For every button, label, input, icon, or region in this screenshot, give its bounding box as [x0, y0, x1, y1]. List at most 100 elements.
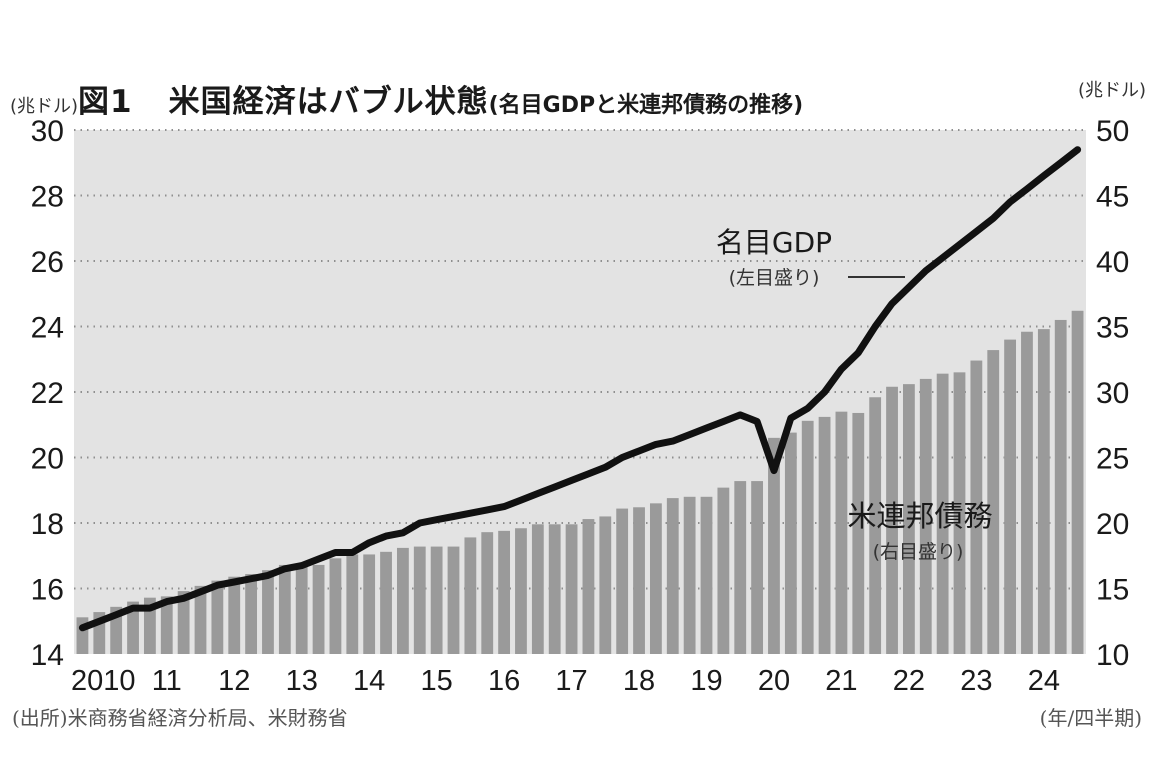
axes: 30 28 26 24 22 20 18 16 14 50 45 40 35 30 25 20 15 10 2010…	[31, 115, 1130, 697]
left-tick-label: 16	[31, 574, 64, 607]
debt-bar	[464, 537, 477, 654]
left-tick-label: 30	[31, 115, 64, 148]
x-tick-label: 13	[286, 665, 318, 697]
gdp-point	[772, 469, 776, 472]
gdp-point	[1025, 187, 1029, 191]
left-axis-unit: (兆ドル)	[10, 96, 79, 117]
gdp-point	[216, 584, 219, 587]
debt-bar	[902, 384, 915, 654]
right-tick-label: 25	[1096, 443, 1129, 476]
gdp-point	[81, 626, 84, 629]
debt-bar	[768, 437, 780, 654]
debt-bar	[801, 420, 814, 654]
debt-bar	[869, 397, 882, 654]
x-tick-label: 14	[353, 665, 385, 697]
gdp-point	[992, 217, 995, 220]
gdp-point	[165, 600, 168, 603]
annotations: 名目GDP (左目盛り) 米連邦債務 (右目盛り)	[716, 226, 993, 563]
right-tick-label: 50	[1096, 115, 1129, 148]
gdp-point	[975, 230, 978, 233]
gdp-point	[519, 498, 523, 502]
gdp-point	[941, 256, 944, 259]
debt-bar	[835, 411, 848, 654]
right-tick-label: 10	[1096, 639, 1129, 672]
debt-bar	[633, 507, 645, 654]
gdp-point	[789, 417, 793, 420]
gdp-point	[131, 606, 135, 610]
gdp-point	[249, 577, 253, 580]
gdp-point	[688, 433, 691, 436]
debt-bar	[160, 596, 173, 654]
gdp-point	[266, 574, 270, 577]
gdp-point	[873, 325, 877, 328]
right-tick-label: 45	[1096, 181, 1129, 214]
gdp-point	[705, 426, 708, 430]
gdp-point	[502, 505, 506, 508]
gdp-point	[536, 492, 540, 495]
debt-bar	[110, 606, 123, 654]
gdp-point	[435, 518, 438, 521]
gdp-point	[924, 269, 927, 273]
gdp-point	[1042, 174, 1046, 178]
gdp-point	[755, 420, 759, 423]
debt-bar	[987, 350, 1000, 654]
debt-bar	[1071, 310, 1084, 654]
debt-bar	[430, 546, 443, 654]
debt-bar	[498, 530, 511, 654]
source-note: (出所)米商務省経済分析局、米財務省	[12, 706, 348, 730]
gdp-point	[469, 511, 472, 515]
gdp-point	[637, 449, 641, 453]
gdp-line-group	[78, 146, 1082, 632]
x-tick-label: 16	[488, 665, 520, 697]
debt-bar	[953, 372, 966, 654]
x-tick-label: 18	[623, 665, 655, 697]
debt-bar	[211, 580, 224, 654]
gdp-point	[401, 531, 405, 535]
debt-bar	[380, 551, 392, 654]
chart-title: 米国経済はバブル状態	[168, 84, 489, 120]
figure-label: 図1	[78, 84, 133, 120]
right-tick-label: 30	[1096, 377, 1129, 410]
debt-bar	[970, 360, 983, 654]
gdp-annotation-note: (左目盛り)	[729, 267, 820, 289]
debt-bar	[396, 547, 409, 654]
debt-bar	[413, 546, 426, 654]
right-axis-unit: (兆ドル)	[1077, 80, 1146, 101]
gdp-point	[654, 443, 658, 446]
x-tick-label: 2010	[71, 665, 136, 697]
debt-bar	[700, 496, 713, 654]
gdp-point	[857, 351, 860, 354]
debt-bar	[127, 601, 139, 654]
debt-bar	[751, 481, 764, 654]
x-tick-label: 15	[421, 665, 453, 697]
x-tick-label: 19	[690, 665, 722, 697]
x-tick-label: 24	[1028, 665, 1060, 697]
gdp-point	[182, 597, 185, 600]
gdp-point	[283, 567, 287, 571]
gdp-point	[907, 286, 911, 289]
debt-annotation-label: 米連邦債務	[847, 499, 992, 533]
debt-bar	[565, 524, 578, 654]
x-tick-label: 22	[893, 665, 925, 697]
debt-bar	[312, 564, 325, 654]
debt-bar	[481, 532, 494, 654]
debt-bar	[683, 496, 696, 654]
debt-bar	[93, 612, 106, 654]
left-tick-label: 26	[31, 246, 64, 279]
debt-bar	[616, 508, 629, 654]
gdp-point	[722, 420, 725, 423]
gdp-point	[199, 590, 202, 593]
gdp-point	[840, 367, 843, 371]
debt-bar	[262, 570, 274, 654]
right-axis-unit-wrap: (兆ドル)	[1078, 76, 1146, 102]
debt-bar	[177, 591, 190, 654]
gdp-point	[418, 521, 421, 525]
debt-bar	[1021, 331, 1033, 654]
debt-bar	[515, 528, 527, 654]
left-tick-label: 20	[31, 443, 64, 476]
gdp-point	[148, 606, 152, 610]
x-tick-label: 23	[960, 665, 992, 697]
gdp-point	[1076, 148, 1079, 151]
gdp-point	[452, 515, 455, 518]
debt-bar	[329, 558, 342, 654]
